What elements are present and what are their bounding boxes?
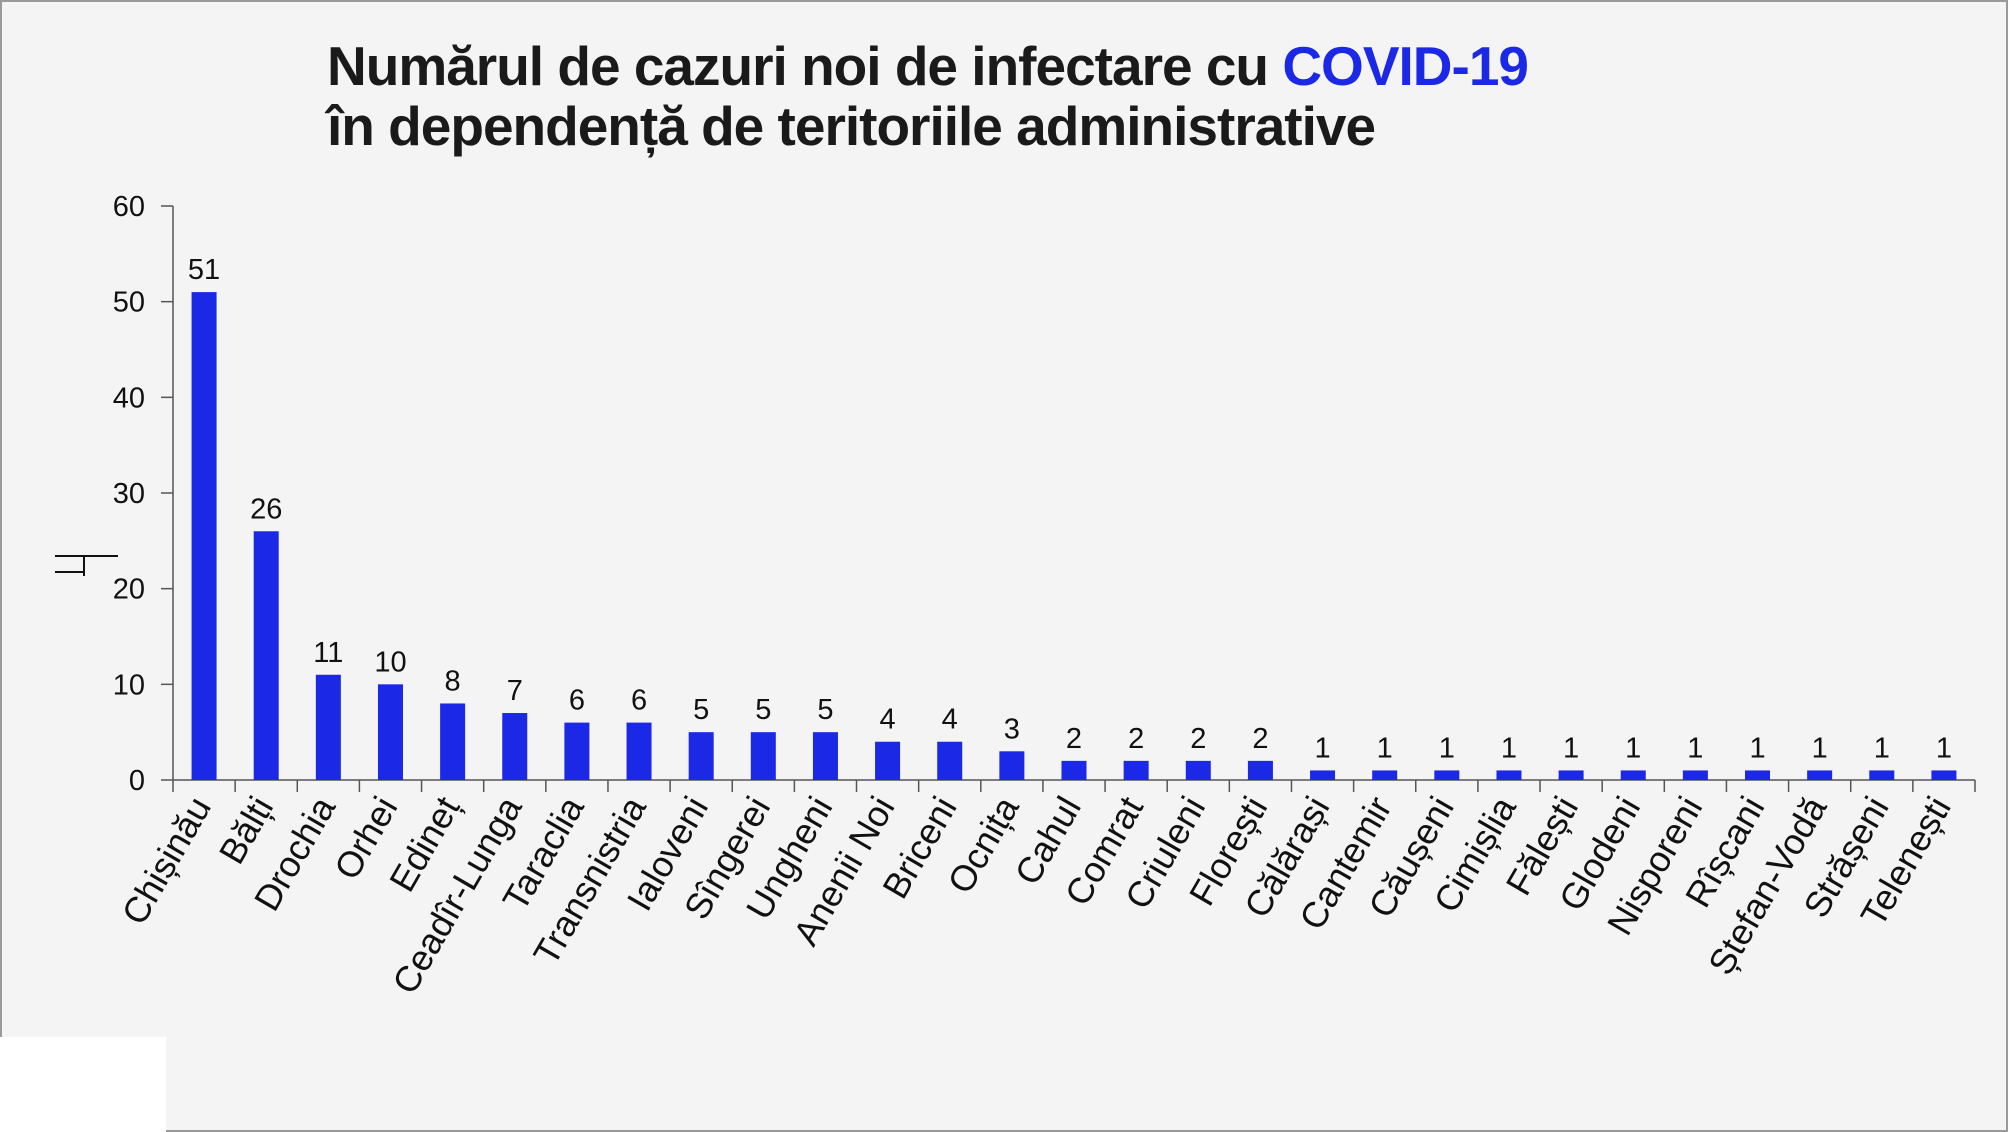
bar <box>1682 770 1708 780</box>
data-label: 1 <box>1936 732 1952 764</box>
data-label: 1 <box>1625 732 1641 764</box>
x-axis-labels: ChișinăuBălțiDrochiaOrheiEdinețCeadîr-Lu… <box>113 780 1976 1001</box>
bar <box>1434 770 1460 780</box>
bar <box>750 732 776 780</box>
bar <box>1807 770 1833 780</box>
data-label: 4 <box>942 704 958 736</box>
bar <box>253 531 279 780</box>
title-line2-text: în dependență de teritoriile administrat… <box>327 95 1376 157</box>
chart-axes <box>172 206 1975 781</box>
data-label: 1 <box>1439 732 1455 764</box>
bar <box>1185 760 1211 780</box>
x-tick-label: Chișinău <box>113 790 219 932</box>
bar <box>937 741 963 780</box>
chart-title: Numărul de cazuri noi de infectare cu CO… <box>327 35 1529 157</box>
data-label: 1 <box>1687 732 1703 764</box>
data-label: 8 <box>445 665 461 697</box>
data-label: 1 <box>1314 732 1330 764</box>
title-highlight: COVID-19 <box>1282 35 1529 97</box>
bar <box>1247 760 1273 780</box>
bar <box>440 703 466 780</box>
data-label: 2 <box>1252 723 1268 755</box>
data-label: 2 <box>1190 723 1206 755</box>
data-label: 51 <box>188 254 220 286</box>
y-tick-label: 0 <box>129 765 145 797</box>
data-label: 6 <box>569 685 585 717</box>
title-line1-text: Numărul de cazuri noi de infectare cu <box>327 35 1283 97</box>
data-label: 1 <box>1812 732 1828 764</box>
data-label: 2 <box>1128 723 1144 755</box>
data-label: 4 <box>880 704 896 736</box>
corner-patch <box>0 1037 166 1132</box>
data-label: 5 <box>755 694 771 726</box>
data-label: 2 <box>1066 723 1082 755</box>
bar <box>999 751 1025 780</box>
bar <box>377 684 403 780</box>
bar <box>626 722 652 780</box>
data-label: 1 <box>1874 732 1890 764</box>
bar <box>191 292 217 780</box>
y-axis-marker <box>55 555 118 576</box>
bar <box>875 741 901 780</box>
y-tick-label: 50 <box>113 287 145 319</box>
bar <box>1061 760 1087 780</box>
bar <box>688 732 714 780</box>
data-label: 10 <box>374 646 406 678</box>
y-axis-ticks: 0 10 20 30 40 50 60 <box>113 191 173 797</box>
bar <box>1745 770 1771 780</box>
bars <box>191 292 1957 780</box>
bar <box>812 732 838 780</box>
y-tick-label: 10 <box>113 669 145 701</box>
data-label: 11 <box>313 637 343 669</box>
bar <box>564 722 590 780</box>
data-label: 6 <box>631 685 647 717</box>
data-label: 5 <box>817 694 833 726</box>
data-label: 26 <box>250 493 282 525</box>
bar <box>1558 770 1584 780</box>
bar <box>1372 770 1398 780</box>
bar <box>1310 770 1336 780</box>
bar <box>1869 770 1895 780</box>
data-label: 5 <box>693 694 709 726</box>
y-tick-label: 20 <box>113 574 145 606</box>
data-label: 7 <box>507 675 523 707</box>
data-label: 1 <box>1501 732 1517 764</box>
data-label: 1 <box>1749 732 1765 764</box>
data-label: 1 <box>1377 732 1393 764</box>
data-label: 1 <box>1563 732 1579 764</box>
bar <box>1931 770 1957 780</box>
y-tick-label: 60 <box>113 191 145 223</box>
data-label: 3 <box>1004 713 1020 745</box>
y-tick-label: 30 <box>113 478 145 510</box>
bar <box>1123 760 1149 780</box>
bar <box>1620 770 1646 780</box>
bar <box>502 713 528 780</box>
bar <box>1496 770 1522 780</box>
bar <box>315 674 341 780</box>
y-tick-label: 40 <box>113 382 145 414</box>
